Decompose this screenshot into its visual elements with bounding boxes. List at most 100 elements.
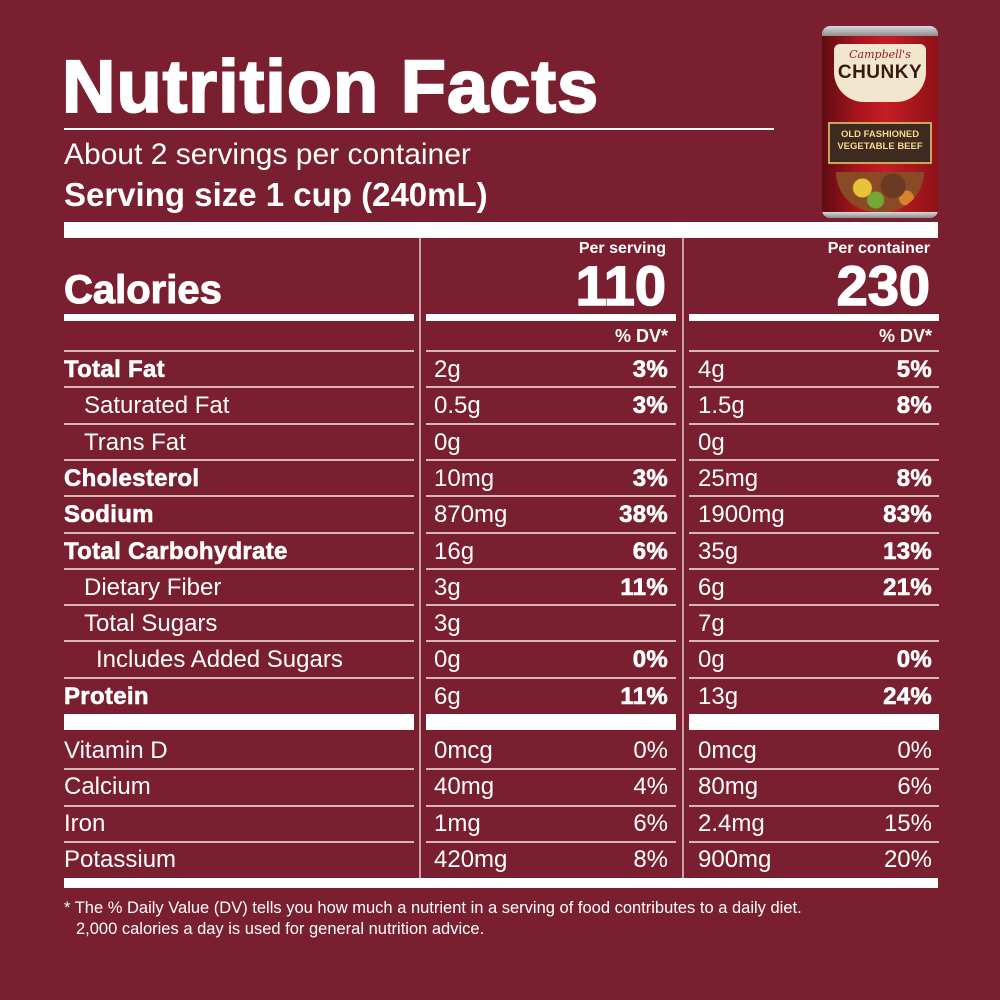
row-separator-line [689, 676, 939, 679]
row-separator-line [64, 640, 414, 643]
container-amount: 6g [698, 573, 725, 601]
daily-value-footnote: * The % Daily Value (DV) tells you how m… [64, 898, 944, 940]
row-separator-line [689, 531, 939, 534]
vitamin-name: Vitamin D [64, 737, 168, 764]
serving-amount: 2g [434, 356, 461, 383]
container-daily-value: 15% [883, 809, 932, 837]
container-daily-value: 20% [883, 845, 932, 873]
serving-amount: 0g [434, 428, 461, 456]
container-daily-value: 21% [883, 573, 932, 601]
row-separator-line [64, 458, 414, 461]
row-separator-line [64, 350, 414, 352]
row-separator-line [426, 531, 676, 534]
container-daily-value: 6% [897, 773, 932, 801]
container-daily-value: 8% [896, 464, 932, 493]
row-separator-line [426, 495, 676, 498]
serving-amount: 3g [434, 610, 461, 638]
row-separator-line [426, 458, 676, 461]
nutrient-row: Sodium 870mg 38% 1900mg 83% [0, 497, 1000, 533]
serving-amount: 6g [434, 682, 461, 710]
product-can-image: Campbell's CHUNKY OLD FASHIONED VEGETABL… [822, 26, 938, 218]
container-daily-value: 0% [897, 737, 932, 764]
container-daily-value: 5% [896, 356, 932, 384]
serving-amount: 16g [434, 537, 475, 565]
thick-divider-mid-container [689, 714, 939, 730]
can-brand-script: Campbell's [849, 48, 911, 61]
calories-label: Calories [64, 268, 223, 313]
serving-daily-value: 3% [632, 356, 668, 384]
serving-size: Serving size 1 cup (240mL) [64, 176, 488, 213]
serving-amount: 10mg [434, 464, 495, 492]
thick-divider-bottom [64, 878, 938, 888]
row-separator-line [689, 768, 939, 771]
container-daily-value: 83% [883, 501, 932, 529]
nutrient-name: Sodium [64, 501, 154, 529]
row-separator-line [426, 676, 676, 679]
row-separator-line [426, 768, 676, 771]
row-separator-line [64, 804, 414, 807]
row-separator-line [689, 422, 939, 425]
vitamin-row: Iron 1mg 6% 2.4mg 15% [0, 806, 1000, 842]
nutrient-name: Trans Fat [84, 428, 186, 456]
serving-amount: 420mg [434, 845, 508, 873]
row-separator-line [689, 804, 939, 807]
serving-daily-value: 38% [619, 501, 668, 529]
container-daily-value: 0% [896, 646, 932, 674]
container-daily-value: 24% [883, 682, 932, 710]
thick-divider-mid-label [64, 714, 414, 730]
container-amount: 0mcg [698, 737, 757, 764]
row-separator-line [426, 840, 676, 843]
container-amount: 13g [698, 682, 739, 710]
row-separator-line [426, 350, 676, 352]
row-separator-line [64, 768, 414, 771]
row-separator-line [426, 567, 676, 570]
per-container-label: Per container [827, 240, 930, 257]
container-amount: 7g [698, 610, 725, 638]
calories-rule-label [64, 314, 414, 321]
serving-amount: 870mg [434, 501, 508, 529]
vitamin-row: Potassium 420mg 8% 900mg 20% [0, 842, 1000, 878]
serving-amount: 0.5g [434, 392, 481, 420]
nutrient-name: Cholesterol [64, 464, 200, 493]
row-separator-line [64, 495, 414, 498]
row-separator-line [426, 386, 676, 389]
serving-daily-value: 11% [620, 682, 668, 710]
row-separator-line [689, 495, 939, 498]
row-separator-line [689, 567, 939, 570]
container-amount: 0g [698, 428, 725, 456]
serving-daily-value: 0% [632, 646, 668, 674]
per-serving-label: Per serving [578, 240, 666, 257]
row-separator-line [426, 640, 676, 643]
vitamin-row: Calcium 40mg 4% 80mg 6% [0, 769, 1000, 805]
row-separator-line [689, 458, 939, 461]
title-rule [64, 128, 774, 130]
footnote-line-2: 2,000 calories a day is used for general… [76, 920, 485, 938]
nutrient-row: Cholesterol 10mg 3% 25mg 8% [0, 461, 1000, 497]
container-amount: 2.4mg [698, 809, 765, 837]
row-separator-line [426, 422, 676, 425]
servings-per-container: About 2 servings per container [64, 138, 471, 171]
calories-per-serving: 110 [575, 254, 667, 317]
container-amount: 25mg [698, 464, 759, 492]
serving-daily-value: 3% [632, 392, 668, 420]
vitamin-name: Iron [64, 809, 106, 837]
vitamin-name: Calcium [64, 773, 151, 801]
calories-per-container: 230 [836, 254, 931, 317]
label-title: Nutrition Facts [61, 45, 600, 128]
container-amount: 1900mg [698, 501, 785, 529]
nutrient-row: Total Fat 2g 3% 4g 5% [0, 352, 1000, 388]
nutrient-name: Dietary Fiber [84, 573, 222, 601]
can-brand-shield: Campbell's CHUNKY [834, 44, 926, 102]
can-variety-band: OLD FASHIONED VEGETABLE BEEF [828, 122, 932, 164]
row-separator-line [426, 604, 676, 607]
dv-header-container: % DV* [878, 326, 932, 346]
nutrient-row: Includes Added Sugars 0g 0% 0g 0% [0, 642, 1000, 678]
container-amount: 1.5g [698, 392, 745, 420]
nutrient-name: Total Fat [64, 356, 165, 384]
container-amount: 900mg [698, 845, 772, 873]
can-top-rim [822, 26, 938, 36]
row-separator-line [64, 676, 414, 679]
row-separator-line [64, 840, 414, 843]
row-separator-line [64, 604, 414, 607]
row-separator-line [689, 604, 939, 607]
